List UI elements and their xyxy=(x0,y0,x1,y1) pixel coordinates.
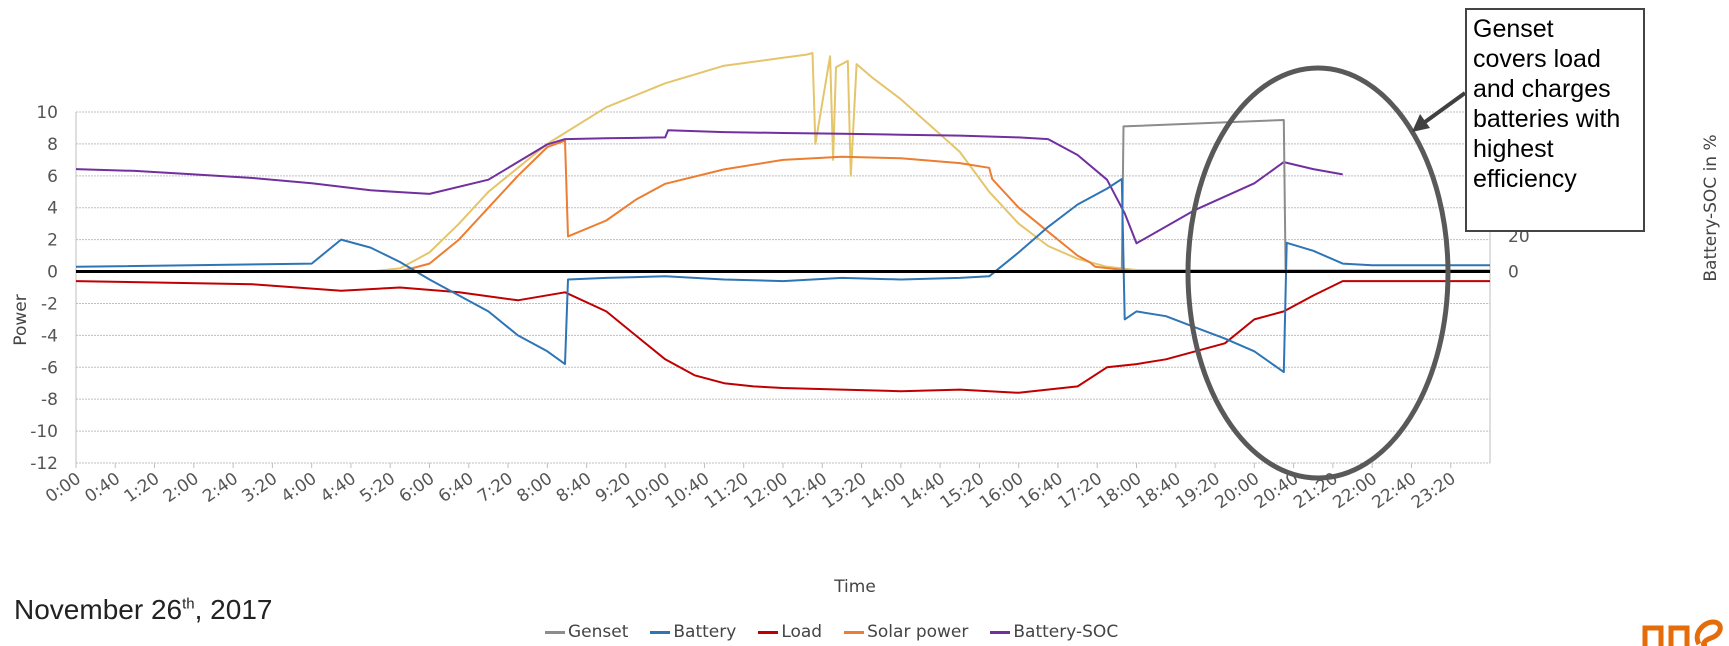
callout-line: covers load xyxy=(1473,45,1601,73)
legend-swatch xyxy=(758,630,779,634)
x-tick-label: 20:00 xyxy=(1212,469,1264,513)
annotation-callout: Genset covers load and charges batteries wi… xyxy=(1465,8,1645,232)
x-tick-label: 5:20 xyxy=(356,469,399,507)
x-tick-label: 12:40 xyxy=(780,469,832,513)
callout-line: and charges xyxy=(1473,75,1611,103)
series-line-genset xyxy=(76,119,1490,273)
y2-tick-label: 20 xyxy=(1508,227,1530,247)
x-tick-label: 3:20 xyxy=(239,469,282,507)
y-tick-label: -8 xyxy=(41,390,58,410)
legend-item: Load xyxy=(758,622,822,642)
x-tick-label: 6:40 xyxy=(435,469,478,507)
x-tick-label: 15:20 xyxy=(937,469,989,513)
x-tick-label: 8:00 xyxy=(513,469,556,507)
date-label: November 26th, 2017 xyxy=(14,594,272,626)
legend-label: Solar power xyxy=(867,622,969,642)
date-text: November 26 xyxy=(14,594,183,625)
y-tick-label: -6 xyxy=(41,358,58,378)
y-tick-label: -2 xyxy=(41,294,58,314)
x-tick-label: 8:40 xyxy=(553,469,596,507)
y-axis-ticks: 10 8 6 4 2 0 -2 -4 -6 -8 -10 -12 xyxy=(30,103,58,474)
legend-label: Battery-SOC xyxy=(1013,622,1119,642)
callout-line: Genset xyxy=(1473,15,1554,43)
x-tick-label: 1:20 xyxy=(121,469,164,507)
series-line-solar-power xyxy=(76,139,1490,273)
y-tick-label: 2 xyxy=(47,231,58,251)
x-tick-label: 12:00 xyxy=(740,469,792,513)
x-tick-label: 16:40 xyxy=(1015,469,1067,513)
legend-label: Load xyxy=(781,622,823,642)
date-year: , 2017 xyxy=(194,594,273,625)
x-tick-label: 17:20 xyxy=(1054,469,1106,513)
x-tick-label: 13:20 xyxy=(819,469,871,513)
callout-line: efficiency xyxy=(1473,165,1577,193)
x-tick-label: 4:00 xyxy=(278,469,321,507)
y-tick-label: 10 xyxy=(36,103,58,123)
x-tick-label: 22:40 xyxy=(1369,469,1421,513)
series-line-load xyxy=(75,280,1490,394)
gridlines xyxy=(75,111,1491,464)
legend-item: Genset xyxy=(545,622,628,642)
series-line-solar-potential xyxy=(76,52,1490,273)
x-tick-label: 7:20 xyxy=(474,469,517,507)
x-tick-label: 2:00 xyxy=(160,469,203,507)
x-tick-label: 14:40 xyxy=(897,469,949,513)
series-line-battery xyxy=(75,178,1490,374)
legend: Genset Battery Load Solar power Battery-SOC xyxy=(545,622,1118,642)
date-ordinal: th xyxy=(182,595,195,613)
y-axis-title: Power xyxy=(11,294,31,345)
legend-item: Solar power xyxy=(844,622,968,642)
x-tick-label: 18:00 xyxy=(1094,469,1146,513)
y-tick-label: 6 xyxy=(47,167,58,187)
legend-label: Genset xyxy=(568,622,629,642)
series-lines xyxy=(75,52,1490,394)
y-tick-label: -10 xyxy=(30,422,58,442)
x-tick-label: 14:00 xyxy=(858,469,910,513)
genset-highlight-ellipse xyxy=(1185,65,1451,481)
x-tick-label: 4:40 xyxy=(317,469,360,507)
legend-swatch xyxy=(650,630,671,634)
y-tick-label: -12 xyxy=(30,454,58,474)
x-tick-label: 0:00 xyxy=(42,469,85,507)
x-tick-label: 2:40 xyxy=(199,469,242,507)
legend-item: Battery xyxy=(650,622,736,642)
company-logo xyxy=(1642,619,1723,646)
legend-swatch xyxy=(990,630,1011,634)
callout-arrow xyxy=(1412,91,1467,132)
legend-swatch xyxy=(844,630,865,634)
y2-tick-label: 0 xyxy=(1508,263,1519,283)
x-axis-ticks: 0:000:401:202:002:403:204:004:405:206:00… xyxy=(42,463,1460,513)
y2-axis-title: Battery-SOC in % xyxy=(1701,134,1721,281)
x-tick-label: 10:40 xyxy=(662,469,714,513)
legend-swatch xyxy=(545,630,565,634)
x-tick-label: 16:00 xyxy=(976,469,1028,513)
callout-line: highest xyxy=(1473,135,1554,163)
callout-line: batteries with xyxy=(1473,105,1621,133)
y-tick-label: 4 xyxy=(47,199,58,219)
x-tick-label: 0:40 xyxy=(81,469,124,507)
legend-item: Battery-SOC xyxy=(990,622,1118,642)
x-axis-title: Time xyxy=(833,577,876,597)
y-tick-label: -4 xyxy=(41,326,58,346)
x-tick-label: 18:40 xyxy=(1133,469,1185,513)
x-tick-label: 19:20 xyxy=(1172,469,1224,513)
y-tick-label: 0 xyxy=(47,263,58,283)
y-tick-label: 8 xyxy=(47,135,58,155)
y2-axis-ticks: 20 0 xyxy=(1508,227,1530,282)
x-tick-label: 10:00 xyxy=(622,469,674,513)
legend-label: Battery xyxy=(673,622,737,642)
x-tick-label: 11:20 xyxy=(701,469,753,513)
x-tick-label: 23:20 xyxy=(1408,469,1460,513)
series-line-battery-soc xyxy=(75,129,1343,245)
x-tick-label: 6:00 xyxy=(396,469,439,507)
